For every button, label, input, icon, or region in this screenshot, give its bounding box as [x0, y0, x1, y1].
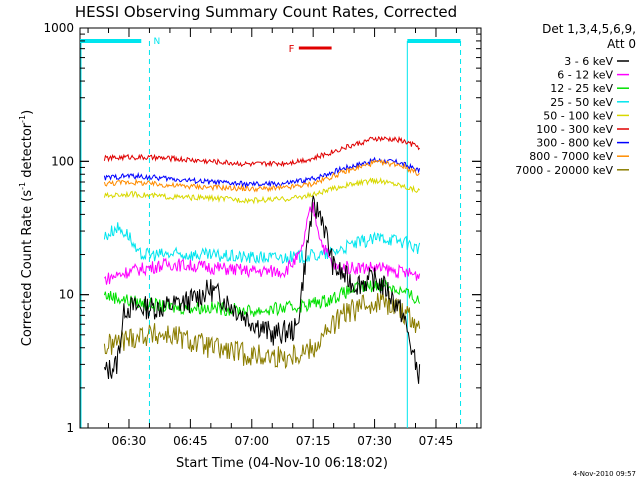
generation-timestamp: 4-Nov-2010 09:57: [573, 470, 636, 478]
legend-entry-label: 300 - 800 keV: [536, 137, 613, 150]
plot-frame: [79, 27, 482, 429]
y-tick-label: 100: [51, 154, 74, 168]
series-line-4: [103, 177, 420, 205]
series-line-5: [103, 135, 420, 168]
legend-entry-label: 50 - 100 keV: [543, 109, 613, 122]
y-tick-label: 1: [66, 421, 74, 435]
y-tick-label: 10: [59, 288, 74, 302]
legend-entry-label: 6 - 12 keV: [557, 69, 613, 82]
legend-entry-label: 100 - 300 keV: [536, 123, 613, 136]
legend-entry-label: 25 - 50 keV: [550, 96, 613, 109]
flare-flag-label: F: [289, 44, 295, 55]
x-axis-label: Start Time (04-Nov-10 06:18:02): [176, 456, 388, 471]
chart-title: HESSI Observing Summary Count Rates, Cor…: [75, 3, 457, 21]
y-axis-label: Corrected Count Rate (s-1 detector-1): [18, 110, 35, 346]
y-axis-label-sup2: -1: [18, 115, 27, 123]
x-tick-label: 06:30: [112, 434, 147, 448]
x-tick-label: 07:30: [357, 434, 392, 448]
series-line-6: [103, 156, 421, 189]
x-tick-label: 07:45: [419, 434, 454, 448]
series-layer: [103, 135, 421, 384]
legend-entry-label: 800 - 7000 keV: [529, 150, 613, 163]
series-line-1: [104, 202, 421, 285]
legend-entry-label: 7000 - 20000 keV: [515, 164, 613, 177]
y-axis-label-sup1: -1: [18, 182, 27, 190]
legend-header-line2: Att 0: [607, 37, 636, 51]
y-axis-label-end: ): [20, 110, 35, 115]
night-flag-label: N: [153, 37, 160, 47]
x-tick-label: 07:00: [234, 434, 269, 448]
series-line-3: [103, 222, 421, 265]
x-tick-label: 07:15: [296, 434, 331, 448]
x-axis-ticks: 06:30 06:45 07:00 07:15 07:30 07:45: [87, 28, 478, 448]
y-axis-label-main: Corrected Count Rate (s: [20, 190, 35, 347]
legend-entry-label: 12 - 25 keV: [550, 82, 613, 95]
legend-entry-label: 3 - 6 keV: [564, 55, 613, 68]
y-axis-label-mid: detector: [20, 122, 35, 182]
series-line-7: [103, 158, 420, 193]
series-line-0: [103, 195, 421, 384]
x-tick-label: 06:45: [173, 434, 208, 448]
series-line-8: [103, 291, 421, 370]
night-intervals: NF: [80, 37, 462, 428]
y-tick-label: 1000: [43, 21, 74, 35]
y-axis-ticks: 1 10 100 1000: [43, 21, 481, 435]
legend-header-line1: Det 1,3,4,5,6,9,: [542, 22, 636, 36]
